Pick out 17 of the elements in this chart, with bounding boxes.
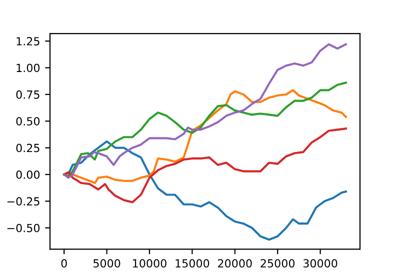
y-tick-label: 1.00	[16, 64, 40, 72]
y-tick-label: 0.25	[16, 144, 40, 152]
x-tick-label: 20000	[218, 259, 252, 268]
y-tick-label: −0.50	[7, 224, 40, 232]
y-tick-label: 1.25	[16, 37, 40, 46]
y-tick-label: 0.75	[16, 90, 40, 99]
y-tick-label: 0.00	[16, 170, 40, 179]
x-tick-label: 10000	[133, 259, 166, 268]
line-series	[63, 43, 347, 179]
x-tick-label: 30000	[303, 259, 338, 268]
y-tick-label: −0.25	[7, 197, 40, 206]
x-tick-label: 15000	[176, 259, 210, 268]
x-tick-label: 0	[61, 259, 67, 268]
x-tick-label: 25000	[260, 259, 295, 268]
line-series	[63, 128, 347, 204]
y-tick-label: 0.50	[16, 117, 40, 126]
x-tick-label: 5000	[94, 259, 120, 268]
